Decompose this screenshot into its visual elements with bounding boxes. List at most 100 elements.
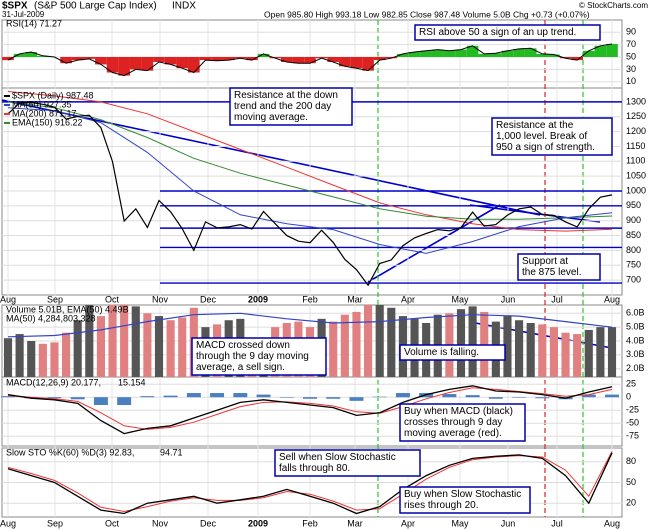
y-tick-label: 1200 bbox=[626, 126, 646, 136]
histogram-bar bbox=[233, 393, 248, 398]
histogram-bar bbox=[140, 396, 155, 398]
series-line bbox=[7, 107, 613, 254]
x-tick-label: Dec bbox=[200, 294, 217, 304]
y-tick-label: 1050 bbox=[626, 171, 646, 181]
rsi-bar bbox=[327, 57, 340, 62]
rsi-bar bbox=[594, 45, 607, 57]
volume-bar bbox=[515, 320, 524, 377]
annotation-text: 950 a sign of strength. bbox=[496, 142, 595, 153]
series-line bbox=[7, 451, 613, 513]
annotation-text: average, a sell sign. bbox=[196, 362, 285, 373]
x-tick-label: Nov bbox=[152, 518, 169, 528]
histogram-bar bbox=[117, 397, 132, 405]
histogram-bar bbox=[442, 394, 457, 398]
series-line bbox=[7, 452, 613, 515]
annotation-text: falls through 80. bbox=[279, 463, 350, 474]
volume-bar bbox=[62, 332, 71, 377]
rsi-bar bbox=[443, 50, 456, 57]
legend-entry: MA(200) 871.17 bbox=[12, 108, 77, 118]
series-line bbox=[7, 101, 613, 220]
x-tick-label: 2009 bbox=[248, 294, 268, 304]
x-tick-label: Jun bbox=[501, 518, 516, 528]
y-tick-label: 6.0B bbox=[626, 308, 645, 318]
volume-bar bbox=[143, 313, 152, 377]
x-tick-label: Aug bbox=[604, 294, 620, 304]
annotation-text: trend and the 200 day bbox=[234, 101, 331, 112]
y-tick-label: 3.0B bbox=[626, 349, 645, 359]
panel-title: 15.154 bbox=[118, 377, 146, 387]
histogram-bar bbox=[581, 394, 596, 398]
y-tick-label: 950 bbox=[626, 200, 641, 210]
y-tick-label: 900 bbox=[626, 215, 641, 225]
x-tick-label: May bbox=[451, 518, 469, 528]
histogram-bar bbox=[186, 393, 201, 398]
annotation-box bbox=[399, 403, 526, 442]
series-line bbox=[7, 385, 613, 435]
y-tick-label: 1300 bbox=[626, 96, 646, 106]
y-tick-label: -75 bbox=[626, 431, 639, 441]
annotation-text: RSI above 50 a sign of an up trend. bbox=[419, 27, 576, 38]
annotation-box bbox=[274, 449, 421, 477]
volume-bar bbox=[340, 314, 349, 377]
volume-bar bbox=[329, 321, 338, 377]
rsi-bar bbox=[397, 53, 409, 57]
y-tick-label: 80 bbox=[626, 456, 636, 466]
rsi-bar bbox=[269, 57, 281, 59]
x-tick-label: May bbox=[451, 294, 469, 304]
x-tick-label: Mar bbox=[347, 518, 363, 528]
rsi-bar bbox=[501, 50, 514, 57]
legend-entry: EMA(150) 916.22 bbox=[12, 117, 83, 127]
histogram-bar bbox=[488, 397, 503, 399]
annotation-box bbox=[491, 117, 613, 156]
annotation-box bbox=[517, 253, 601, 281]
rsi-bar bbox=[350, 57, 363, 69]
x-tick-label: 2009 bbox=[248, 518, 268, 528]
rsi-bar bbox=[106, 57, 119, 73]
index-name: (S&P 500 Large Cap Index) bbox=[34, 1, 157, 12]
volume-bar bbox=[503, 316, 512, 377]
annotation-text: Support at bbox=[522, 256, 568, 267]
volume-bar bbox=[178, 317, 187, 377]
volume-bar bbox=[352, 311, 361, 377]
histogram-bar bbox=[303, 397, 317, 399]
volume-bar bbox=[15, 334, 24, 377]
rsi-bar bbox=[71, 57, 84, 61]
y-tick-label: 50 bbox=[626, 477, 636, 487]
y-tick-label: 1250 bbox=[626, 111, 646, 121]
annotation-box bbox=[414, 24, 601, 41]
volume-bar bbox=[3, 338, 13, 377]
histogram-bar bbox=[47, 397, 62, 399]
rsi-bar bbox=[199, 57, 212, 61]
histogram-bar bbox=[395, 393, 410, 398]
y-tick-label: -50 bbox=[626, 418, 639, 428]
volume-bar bbox=[96, 316, 105, 377]
y-tick-label: 1000 bbox=[626, 185, 646, 195]
x-tick-label: Apr bbox=[401, 294, 415, 304]
volume-bar bbox=[375, 305, 384, 377]
y-tick-label: 850 bbox=[626, 230, 641, 240]
annotation-text: Sell when Slow Stochastic bbox=[279, 452, 396, 463]
histogram-bar bbox=[349, 397, 364, 401]
volume-bar bbox=[73, 320, 82, 377]
rsi-bar bbox=[280, 57, 293, 62]
histogram-bar bbox=[210, 393, 225, 398]
annotation-box bbox=[399, 486, 531, 514]
rsi-bar bbox=[141, 57, 154, 71]
rsi-bar bbox=[153, 57, 165, 62]
histogram-bar bbox=[465, 395, 480, 398]
rsi-bar bbox=[2, 57, 14, 61]
histogram-bar bbox=[1, 396, 15, 398]
annotation-text: Buy when MACD (black) bbox=[404, 406, 513, 417]
date: 31-Jul-2009 bbox=[2, 10, 45, 19]
annotation-text: Resistance at the bbox=[496, 120, 574, 131]
histogram-bar bbox=[605, 394, 619, 398]
annotation-text: Resistance at the down bbox=[234, 90, 338, 101]
histogram-bar bbox=[535, 397, 550, 399]
exchange: INDX bbox=[172, 1, 196, 12]
rsi-bar bbox=[431, 49, 444, 57]
rsi-bar bbox=[83, 57, 96, 59]
x-tick-label: Jul bbox=[551, 294, 563, 304]
annotation-text: the 875 level. bbox=[522, 267, 582, 278]
y-tick-label: 50 bbox=[626, 51, 636, 61]
